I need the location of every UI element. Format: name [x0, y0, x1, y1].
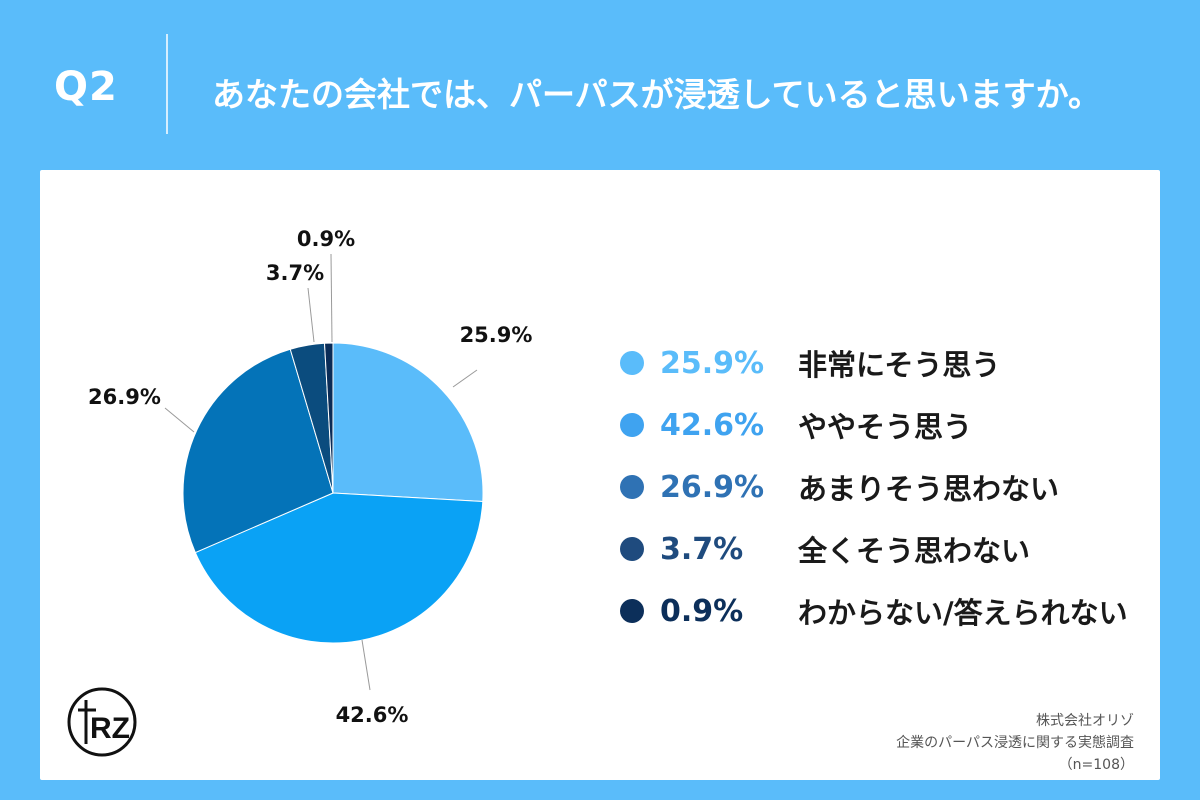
legend-percent: 3.7%: [660, 531, 744, 567]
chart-panel: 25.9% 42.6% 26.9% 3.7% 0.9% 25.9% 非常にそう思う 42…: [40, 170, 1160, 780]
pie-chart: 25.9% 42.6% 26.9% 3.7% 0.9%: [88, 227, 533, 727]
question-text: あなたの会社では、パーパスが浸透していると思いますか。: [212, 75, 1102, 114]
question-number: Q2: [54, 64, 118, 110]
legend-dot: [620, 599, 644, 623]
legend-label: 非常にそう思う: [798, 348, 1001, 382]
source-sample-size: （n=108）: [1058, 757, 1134, 773]
logo-text: RZ: [90, 712, 130, 745]
legend-item: 25.9% 非常にそう思う: [620, 332, 1140, 394]
leader-line: [361, 639, 371, 691]
source-company: 株式会社オリゾ: [1036, 713, 1134, 729]
slice-data-label: 25.9%: [460, 323, 533, 347]
legend-label: わからない/答えられない: [798, 596, 1128, 630]
legend-item: 42.6% ややそう思う: [620, 394, 1140, 456]
legend: 25.9% 非常にそう思う 42.6% ややそう思う 26.9% あまりそう思わ…: [620, 332, 1140, 642]
leader-line: [164, 407, 195, 433]
slice-data-label: 42.6%: [336, 703, 409, 727]
company-logo: RZ: [67, 687, 137, 757]
legend-percent: 25.9%: [660, 345, 765, 381]
legend-item: 26.9% あまりそう思わない: [620, 456, 1140, 518]
legend-percent: 26.9%: [660, 469, 765, 505]
header: Q2 あなたの会社では、パーパスが浸透していると思いますか。: [0, 0, 1200, 170]
legend-percent: 0.9%: [660, 593, 744, 629]
legend-label: あまりそう思わない: [798, 472, 1060, 506]
legend-item: 0.9% わからない/答えられない: [620, 580, 1140, 642]
legend-dot: [620, 413, 644, 437]
legend-dot: [620, 351, 644, 375]
header-divider: [166, 34, 168, 134]
leader-line: [307, 287, 315, 343]
pie-slice: [323, 342, 334, 494]
slice-data-label: 26.9%: [88, 385, 161, 409]
source-note: 株式会社オリゾ 企業のパーパス浸透に関する実態調査 （n=108）: [896, 710, 1134, 776]
slice-data-label: 3.7%: [266, 261, 324, 285]
legend-dot: [620, 475, 644, 499]
pie-slice: [332, 342, 484, 503]
source-survey: 企業のパーパス浸透に関する実態調査: [896, 735, 1134, 751]
legend-dot: [620, 537, 644, 561]
pie-slice: [194, 492, 484, 644]
leader-line: [330, 253, 333, 343]
legend-label: 全くそう思わない: [798, 534, 1031, 568]
pie-slice: [182, 348, 334, 554]
legend-percent: 42.6%: [660, 407, 765, 443]
leader-line: [452, 369, 478, 388]
slice-data-label: 0.9%: [297, 227, 355, 251]
legend-label: ややそう思う: [798, 410, 973, 444]
legend-item: 3.7% 全くそう思わない: [620, 518, 1140, 580]
